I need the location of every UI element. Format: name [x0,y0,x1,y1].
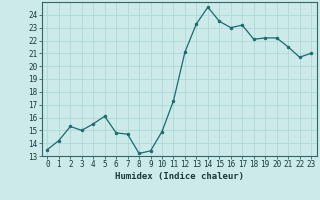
X-axis label: Humidex (Indice chaleur): Humidex (Indice chaleur) [115,172,244,181]
